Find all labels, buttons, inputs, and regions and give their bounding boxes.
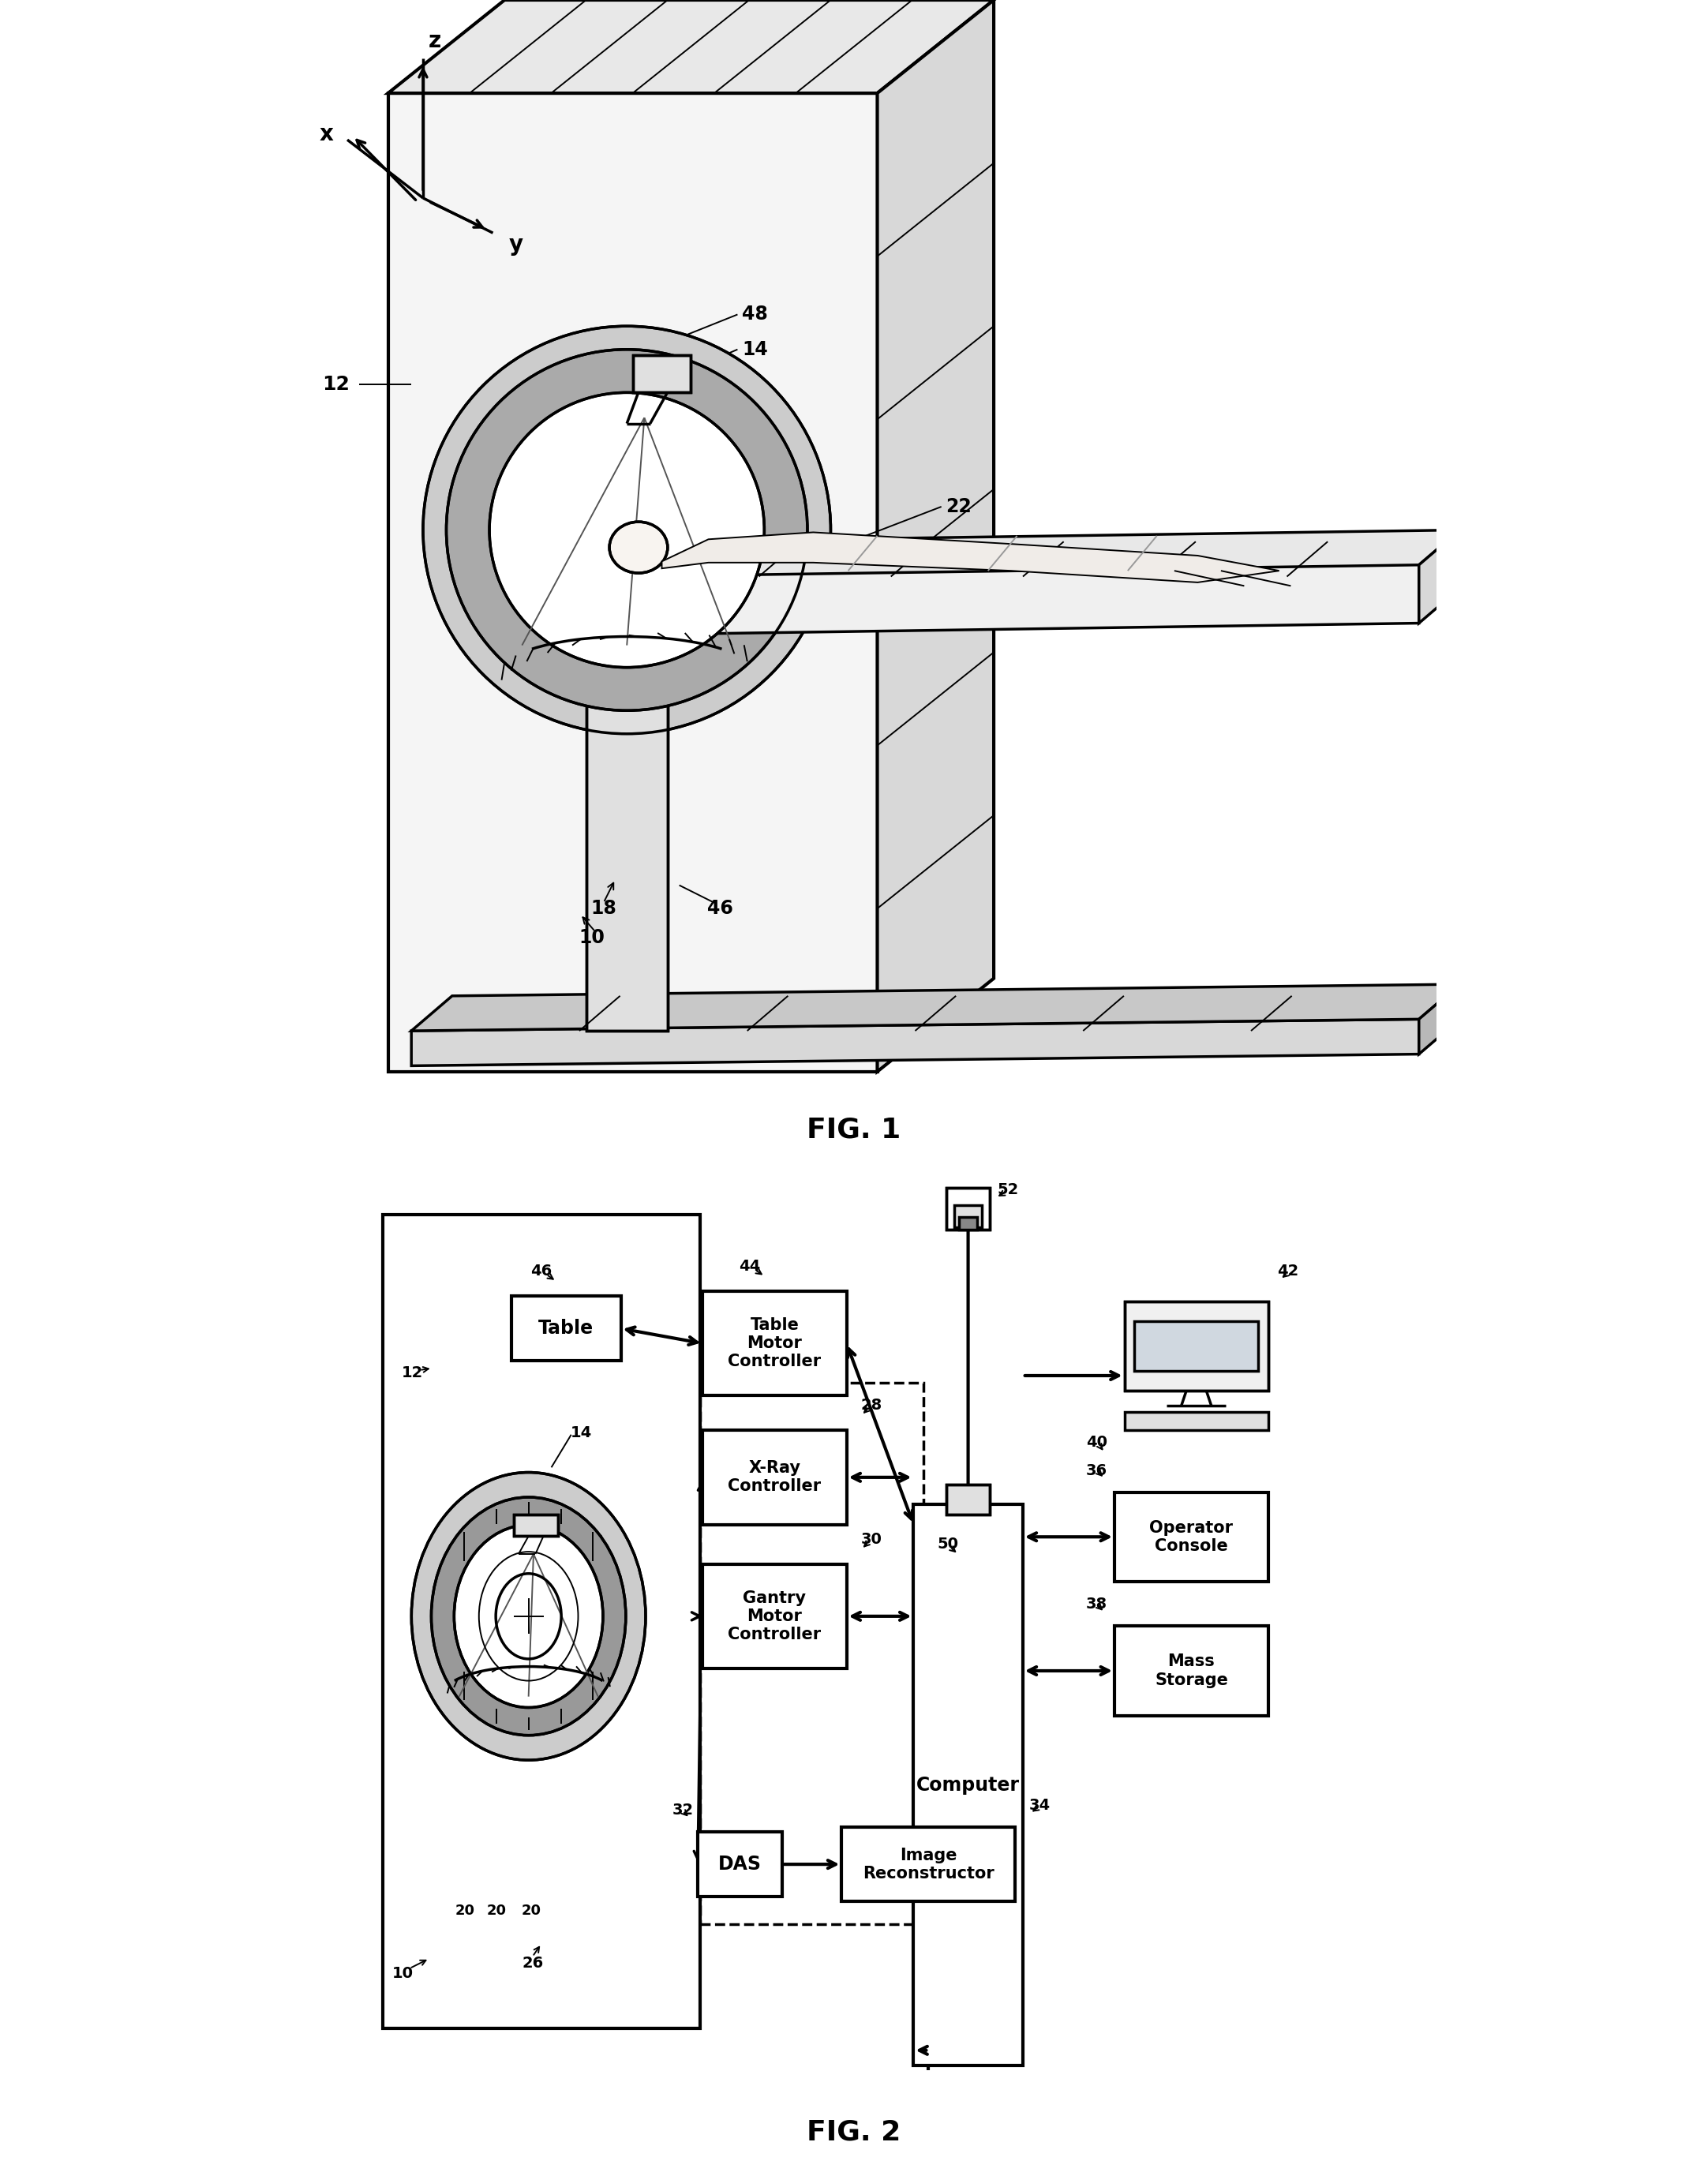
Bar <box>1134 1320 1259 1370</box>
Bar <box>946 1484 991 1514</box>
Text: 52: 52 <box>997 1182 1018 1197</box>
Bar <box>1124 1301 1269 1391</box>
Polygon shape <box>388 0 994 93</box>
Text: Operator
Console: Operator Console <box>1149 1521 1233 1553</box>
Bar <box>1124 1413 1269 1430</box>
Bar <box>586 634 668 1031</box>
Text: FIG. 2: FIG. 2 <box>806 2118 902 2146</box>
Bar <box>1114 1493 1269 1581</box>
Text: 12: 12 <box>321 375 350 395</box>
Text: DAS: DAS <box>717 1855 762 1874</box>
Bar <box>383 1214 700 2028</box>
Text: 42: 42 <box>1278 1264 1298 1279</box>
Polygon shape <box>412 984 1460 1031</box>
Polygon shape <box>627 531 1460 576</box>
Text: 20: 20 <box>487 1905 507 1918</box>
Text: 34: 34 <box>1030 1797 1050 1812</box>
Bar <box>699 1831 782 1896</box>
Text: 36: 36 <box>1086 1462 1107 1478</box>
Bar <box>960 1217 977 1229</box>
Text: 46: 46 <box>531 1264 552 1279</box>
Text: 48: 48 <box>741 304 769 324</box>
Text: Table
Motor
Controller: Table Motor Controller <box>728 1318 822 1370</box>
Bar <box>955 1206 982 1227</box>
Ellipse shape <box>424 326 830 733</box>
Bar <box>702 1430 847 1525</box>
Ellipse shape <box>490 393 763 667</box>
Text: FIG. 1: FIG. 1 <box>806 1117 902 1143</box>
Text: 30: 30 <box>861 1531 881 1547</box>
Polygon shape <box>1419 984 1460 1055</box>
Text: X-Ray
Controller: X-Ray Controller <box>728 1460 822 1495</box>
Bar <box>702 1292 847 1396</box>
Polygon shape <box>661 533 1279 582</box>
Text: 20: 20 <box>454 1905 475 1918</box>
Polygon shape <box>627 552 1419 634</box>
Bar <box>586 634 668 1031</box>
Bar <box>702 1564 847 1667</box>
Bar <box>842 1827 1015 1902</box>
Bar <box>632 354 692 393</box>
Text: 22: 22 <box>458 1544 480 1560</box>
Bar <box>514 1514 559 1536</box>
Text: Computer: Computer <box>917 1775 1020 1795</box>
Text: 24: 24 <box>582 1534 605 1549</box>
Text: 20: 20 <box>521 1905 541 1918</box>
Text: 10: 10 <box>579 928 605 947</box>
Bar <box>512 1296 620 1361</box>
Polygon shape <box>878 0 994 1072</box>
Bar <box>388 93 878 1072</box>
Bar <box>1124 1301 1269 1391</box>
Text: 26: 26 <box>521 1956 543 1971</box>
Text: y: y <box>509 233 523 257</box>
Text: Gantry
Motor
Controller: Gantry Motor Controller <box>728 1590 822 1641</box>
Text: x: x <box>319 123 333 145</box>
Bar <box>946 1189 991 1229</box>
Text: Image
Reconstructor: Image Reconstructor <box>863 1846 994 1881</box>
Text: 14: 14 <box>570 1426 593 1441</box>
Bar <box>946 1189 991 1229</box>
Text: 32: 32 <box>673 1803 693 1818</box>
Text: z: z <box>429 30 441 52</box>
Text: 22: 22 <box>946 498 972 516</box>
Ellipse shape <box>610 522 668 574</box>
Text: 14: 14 <box>741 341 769 358</box>
Polygon shape <box>1419 531 1460 623</box>
Ellipse shape <box>454 1525 603 1708</box>
Text: 18: 18 <box>593 1659 615 1674</box>
Text: 16: 16 <box>437 1613 458 1629</box>
Text: 50: 50 <box>938 1536 958 1551</box>
Ellipse shape <box>446 349 808 710</box>
Text: 12: 12 <box>401 1365 424 1380</box>
Bar <box>700 1383 924 1924</box>
Ellipse shape <box>412 1473 646 1760</box>
Text: 38: 38 <box>1086 1596 1107 1611</box>
Text: 44: 44 <box>740 1260 760 1275</box>
Ellipse shape <box>432 1497 625 1734</box>
Bar <box>514 1514 559 1536</box>
Text: 28: 28 <box>861 1398 881 1413</box>
Bar <box>632 354 692 393</box>
Text: 10: 10 <box>391 1965 413 1980</box>
Text: 46: 46 <box>707 899 733 919</box>
Bar <box>946 1484 991 1514</box>
Bar <box>1114 1626 1269 1715</box>
Bar <box>914 1506 1023 2064</box>
Text: Table: Table <box>538 1320 594 1337</box>
Text: 18: 18 <box>591 899 617 919</box>
Text: 40: 40 <box>1086 1434 1107 1450</box>
Text: Mass
Storage: Mass Storage <box>1155 1654 1228 1689</box>
Polygon shape <box>412 1020 1419 1066</box>
